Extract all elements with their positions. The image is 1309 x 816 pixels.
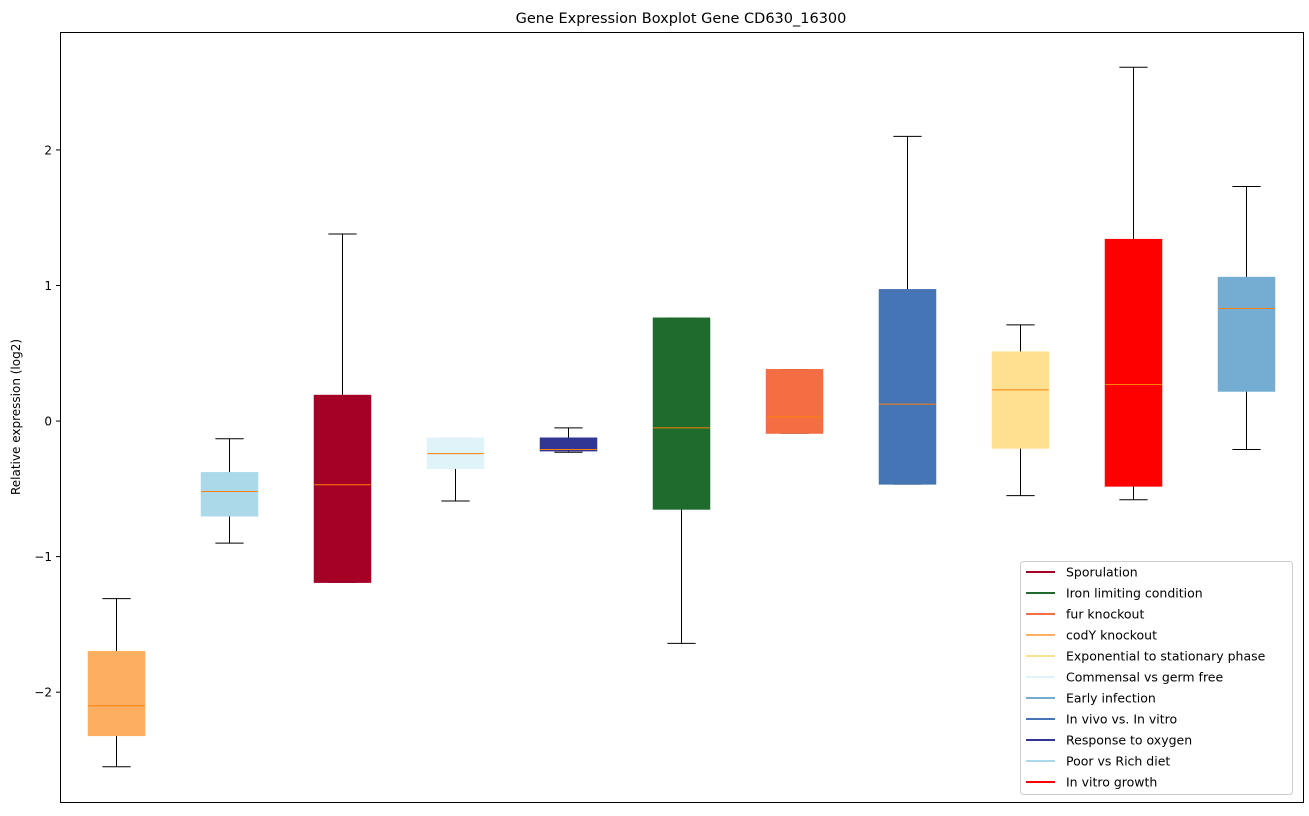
y-tick-label: 2	[44, 143, 52, 157]
legend-item: Iron limiting condition	[1026, 586, 1203, 601]
box-9	[991, 324, 1050, 497]
box-8	[878, 135, 937, 485]
y-axis-label: Relative expression (log2)	[9, 339, 23, 495]
legend-label: Commensal vs germ free	[1066, 670, 1223, 685]
legend-item: Sporulation	[1026, 565, 1138, 580]
legend-item: Early infection	[1026, 691, 1156, 706]
legend: Sporulation Iron limiting condition fur kn…	[1020, 561, 1293, 795]
legend-item: Poor vs Rich diet	[1026, 754, 1170, 769]
y-tick-label: −1	[34, 550, 52, 564]
box-body	[200, 472, 259, 517]
legend-label: Early infection	[1066, 691, 1156, 706]
y-tick-label: 1	[44, 279, 52, 293]
legend-label: Exponential to stationary phase	[1066, 649, 1266, 664]
box-body	[1104, 238, 1163, 487]
box-5	[539, 427, 598, 453]
legend-label: Response to oxygen	[1066, 733, 1192, 748]
legend-frame	[1020, 561, 1293, 795]
legend-label: In vivo vs. In vitro	[1066, 712, 1177, 727]
legend-item: In vitro growth	[1026, 775, 1157, 790]
legend-item: In vivo vs. In vitro	[1026, 712, 1177, 727]
box-body	[1217, 276, 1276, 392]
box-11	[1217, 186, 1276, 451]
legend-item: codY knockout	[1026, 628, 1157, 643]
legend-label: Sporulation	[1066, 565, 1138, 580]
legend-item: Response to oxygen	[1026, 733, 1192, 748]
box-body	[991, 351, 1050, 449]
legend-label: In vitro growth	[1066, 775, 1157, 790]
boxes-group	[87, 66, 1276, 768]
box-body	[765, 369, 824, 434]
box-10	[1104, 66, 1163, 501]
y-axis: −2 −1 0 1 2	[34, 143, 60, 700]
legend-label: Iron limiting condition	[1066, 586, 1203, 601]
legend-label: Poor vs Rich diet	[1066, 754, 1170, 769]
plot-frame	[60, 32, 1304, 803]
box-6	[652, 317, 711, 644]
box-4	[426, 437, 485, 502]
box-body	[539, 437, 598, 452]
box-3	[313, 233, 372, 583]
box-2	[200, 438, 259, 544]
box-body	[87, 651, 146, 737]
box-body	[313, 394, 372, 583]
legend-item: Exponential to stationary phase	[1026, 649, 1266, 664]
y-tick-label: 0	[44, 415, 52, 429]
legend-item: Commensal vs germ free	[1026, 670, 1223, 685]
y-tick-label: −2	[34, 686, 52, 700]
chart-title: Gene Expression Boxplot Gene CD630_16300	[516, 11, 847, 27]
legend-item: fur knockout	[1026, 607, 1144, 622]
box-body	[652, 317, 711, 510]
legend-label: fur knockout	[1066, 607, 1144, 622]
box-7	[765, 369, 824, 434]
box-body	[878, 289, 937, 485]
legend-label: codY knockout	[1066, 628, 1157, 643]
box-1	[87, 598, 146, 768]
